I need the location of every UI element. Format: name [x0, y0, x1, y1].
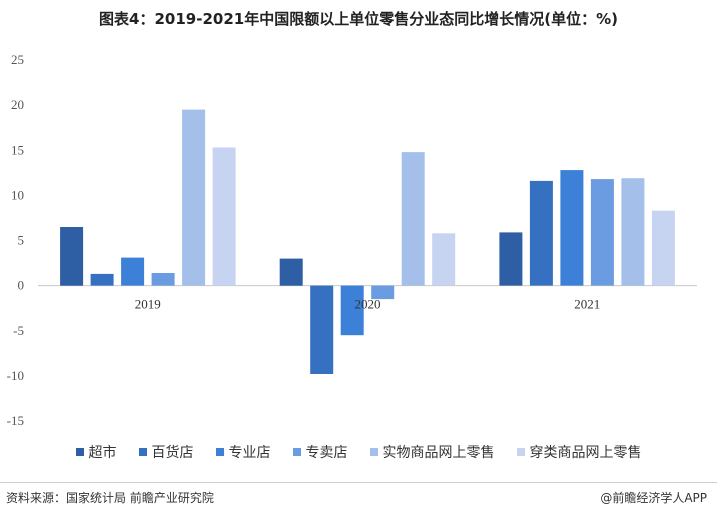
legend-swatch: [292, 448, 301, 456]
bar-chart: 25 20 15 10 5 0 -5 -10 -15 2019 2020 2021: [7, 52, 697, 428]
y-tick-label: 25: [11, 52, 24, 67]
bar-2021-1: [529, 180, 553, 286]
legend-label: 超市: [88, 445, 117, 461]
bar-2021-4: [621, 178, 645, 286]
bar-2021-0: [499, 232, 523, 286]
legend-item: 专业店: [215, 442, 271, 462]
legend-label: 百货店: [151, 445, 194, 461]
x-category-label: 2020: [355, 297, 381, 312]
y-tick-label: -10: [7, 368, 24, 383]
legend-item: 实物商品网上零售: [369, 442, 495, 462]
x-category-label: 2019: [135, 297, 161, 312]
bar-2019-2: [121, 257, 145, 286]
y-tick-label: 10: [11, 187, 24, 202]
y-tick-label: 5: [18, 233, 25, 248]
legend-item: 专卖店: [292, 442, 348, 462]
y-axis: 25 20 15 10 5 0 -5 -10 -15: [7, 52, 24, 428]
y-tick-label: 20: [11, 97, 24, 112]
legend-swatch: [138, 448, 147, 456]
source-note: 资料来源：国家统计局 前瞻产业研究院: [6, 491, 214, 505]
legend-swatch: [369, 448, 378, 456]
bar-2019-1: [90, 273, 114, 286]
legend-label: 专业店: [228, 445, 271, 461]
legend: 超市 百货店 专业店 专卖店 实物商品网上零售 穿类商品网上零售: [0, 442, 717, 462]
bar-2019-4: [182, 109, 206, 286]
bar-2019-3: [151, 273, 175, 286]
y-tick-label: 0: [18, 278, 25, 293]
x-axis-labels: 2019 2020 2021: [135, 297, 600, 312]
legend-item: 穿类商品网上零售: [516, 442, 642, 462]
legend-item: 超市: [75, 442, 117, 462]
legend-label: 实物商品网上零售: [382, 445, 495, 461]
bar-2020-2: [340, 285, 364, 336]
legend-item: 百货店: [138, 442, 194, 462]
legend-swatch: [75, 448, 84, 456]
legend-swatch: [516, 448, 525, 456]
footer-divider: [0, 482, 717, 483]
bar-2020-3: [371, 285, 395, 300]
bar-2020-4: [401, 152, 425, 286]
bar-2021-3: [590, 179, 614, 286]
brand-label: @前瞻经济学人APP: [600, 491, 707, 505]
bar-2021-5: [651, 210, 675, 286]
y-tick-label: 15: [11, 142, 24, 157]
chart-title: 图表4：2019-2021年中国限额以上单位零售分业态同比增长情况(单位：%): [99, 10, 618, 28]
bar-2020-0: [279, 258, 303, 286]
bar-2020-1: [310, 285, 334, 374]
bar-2021-2: [560, 170, 584, 286]
x-category-label: 2021: [574, 297, 600, 312]
bar-2020-5: [432, 233, 456, 286]
bar-2019-5: [212, 147, 236, 286]
bars-group: [60, 109, 675, 374]
bar-2019-0: [60, 227, 84, 286]
legend-swatch: [215, 448, 224, 456]
legend-label: 专卖店: [305, 445, 348, 461]
y-tick-label: -5: [13, 323, 24, 338]
legend-label: 穿类商品网上零售: [529, 445, 642, 461]
y-tick-label: -15: [7, 413, 24, 428]
